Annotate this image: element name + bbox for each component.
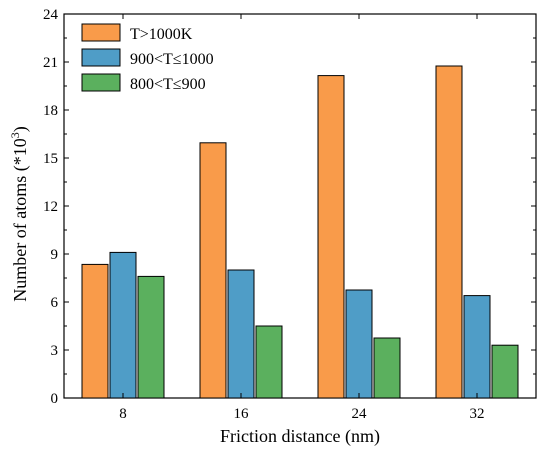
- y-tick-label: 3: [51, 343, 59, 359]
- y-tick-label: 18: [43, 103, 58, 119]
- bar-24-series-1: [317, 75, 345, 399]
- legend-label-3: 800<T≤900: [130, 76, 206, 93]
- bar-32-series-3: [491, 344, 519, 399]
- x-tick-label: 32: [470, 406, 485, 422]
- y-tick-label: 24: [43, 7, 59, 23]
- y-tick-label: 0: [51, 391, 59, 407]
- y-axis-label-main: Number of atoms (*10: [10, 138, 31, 301]
- bar-24-series-2: [345, 289, 373, 399]
- legend-swatch-3: [81, 73, 121, 92]
- legend-label-2: 900<T≤1000: [130, 51, 214, 68]
- bar-24-series-3: [373, 337, 401, 399]
- y-tick-label: 21: [43, 55, 58, 71]
- bar-32-series-2: [463, 295, 491, 399]
- y-axis-label-superscript: 3: [8, 132, 22, 138]
- y-axis-label-end: ): [10, 126, 31, 132]
- x-axis: 8 16 24 32: [119, 14, 485, 422]
- bar-8-series-1: [81, 263, 109, 399]
- y-tick-label: 15: [43, 151, 58, 167]
- legend-swatch-2: [81, 48, 121, 67]
- legend-swatch-1: [81, 23, 121, 42]
- y-axis: 0 3 6 9 12 15 18 21 24: [43, 7, 536, 407]
- x-tick-label: 16: [234, 406, 250, 422]
- bars-group: [81, 65, 519, 399]
- bar-8-series-2: [109, 251, 137, 399]
- y-tick-label: 9: [51, 247, 59, 263]
- legend: T>1000K 900<T≤1000 800<T≤900: [81, 23, 214, 93]
- bar-16-series-3: [255, 325, 283, 399]
- y-tick-label: 12: [43, 199, 58, 215]
- bar-16-series-2: [227, 269, 255, 399]
- x-axis-label: Friction distance (nm): [220, 426, 380, 447]
- x-tick-label: 8: [119, 406, 127, 422]
- y-tick-label: 6: [51, 295, 59, 311]
- bar-8-series-3: [137, 275, 165, 399]
- bar-32-series-1: [435, 65, 463, 399]
- y-axis-label: Number of atoms (*103): [8, 126, 31, 301]
- bar-16-series-1: [199, 142, 227, 399]
- legend-label-1: T>1000K: [130, 26, 193, 43]
- x-tick-label: 24: [352, 406, 368, 422]
